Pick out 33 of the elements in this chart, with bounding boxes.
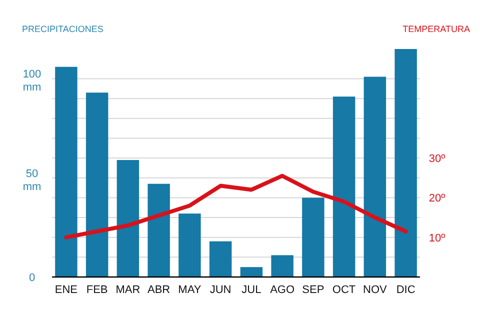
- x-tick-label: MAR: [116, 284, 140, 296]
- y2-tick-label: 20º: [428, 192, 446, 205]
- bar: [240, 267, 263, 277]
- x-tick-label: FEB: [86, 284, 108, 296]
- y2-tick-label: 30º: [428, 153, 446, 165]
- bar: [116, 160, 140, 277]
- x-tick-label: MAY: [178, 284, 202, 296]
- x-tick-label: DIC: [396, 284, 416, 296]
- y-axis-title: PRECIPITACIONES: [22, 24, 104, 34]
- x-tick-label: SEP: [302, 284, 324, 296]
- bar: [178, 214, 201, 277]
- bar: [302, 198, 324, 277]
- bar: [148, 184, 170, 277]
- y-tick-label: 50 mm: [22, 168, 42, 193]
- x-tick-label: ABR: [148, 284, 170, 296]
- y-tick-label: 100 mm: [22, 68, 42, 94]
- x-tick-label: JUL: [242, 284, 262, 296]
- bar: [332, 96, 356, 277]
- line-series: [64, 174, 408, 240]
- bar: [271, 255, 294, 277]
- bar: [209, 241, 232, 277]
- y2-tick-label: 10º: [428, 232, 446, 244]
- x-tick-label: AGO: [270, 284, 295, 296]
- x-tick-label: ENE: [54, 284, 78, 296]
- bar: [86, 92, 108, 277]
- x-tick-label: NOV: [363, 284, 388, 296]
- y2-axis-title: TEMPERATURA: [402, 24, 470, 34]
- y-tick-label: 0: [28, 272, 36, 284]
- x-tick-label: JUN: [210, 284, 232, 296]
- bar: [364, 76, 386, 277]
- bar: [394, 49, 417, 277]
- bar: [55, 66, 78, 277]
- x-tick-label: OCT: [332, 284, 356, 296]
